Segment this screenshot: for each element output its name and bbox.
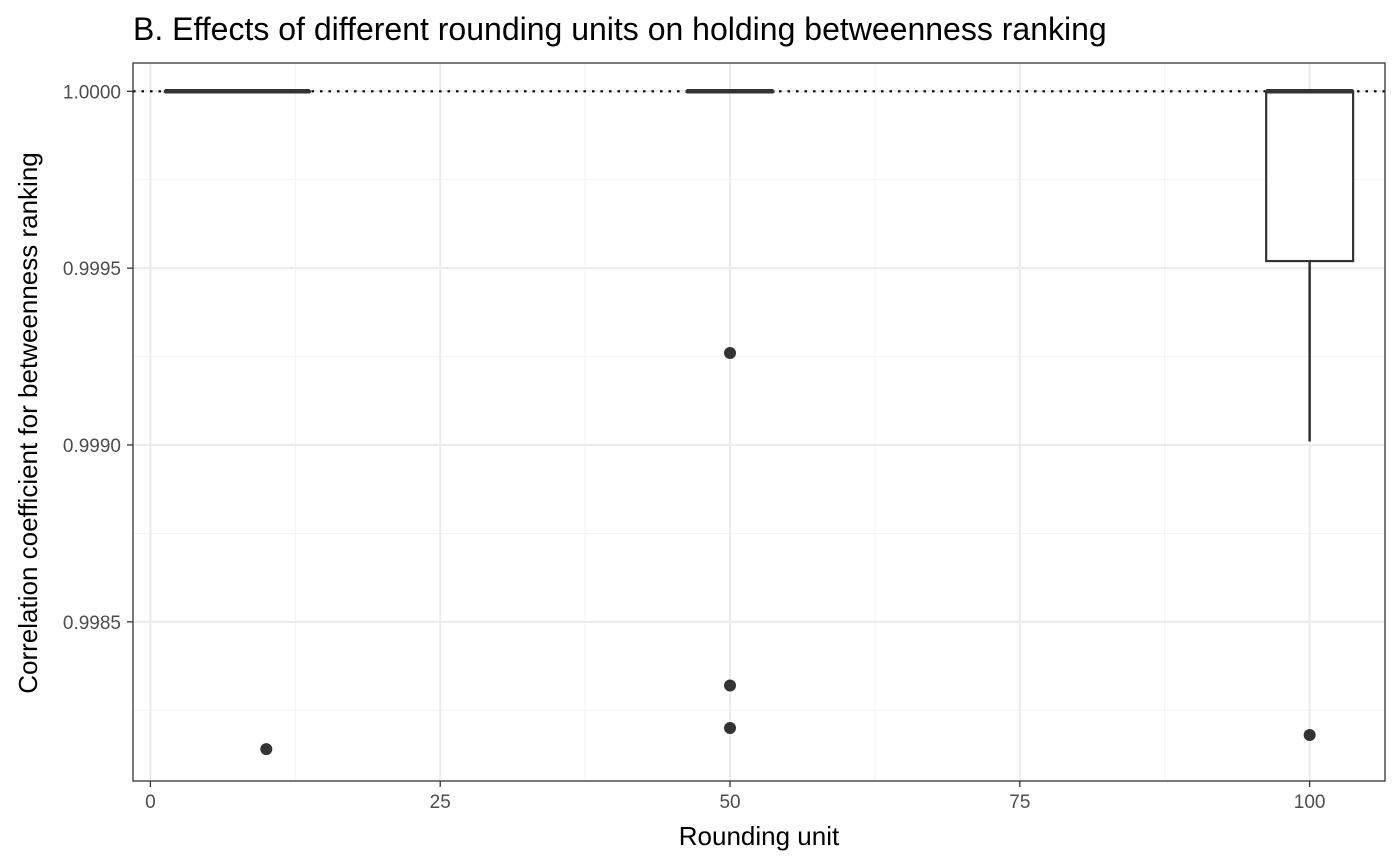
y-axis-ticks: 0.9985 0.9990 0.9995 1.0000 — [63, 82, 133, 634]
y-tick-label: 0.9995 — [63, 259, 121, 280]
x-tick-label: 25 — [430, 792, 451, 813]
outlier-point — [724, 347, 737, 360]
y-tick-label: 0.9990 — [63, 436, 121, 457]
outlier-point — [260, 743, 273, 756]
outlier-point — [724, 679, 737, 692]
plot-panel-border — [132, 62, 1386, 782]
outlier-point — [724, 721, 737, 734]
x-axis-label: Rounding unit — [679, 821, 840, 851]
x-tick-label: 50 — [719, 792, 740, 813]
boxplot-group — [685, 89, 775, 94]
boxplots — [163, 89, 1355, 442]
minor-gridlines — [133, 63, 1385, 781]
x-tick-label: 0 — [145, 792, 156, 813]
y-tick-label: 0.9985 — [63, 613, 121, 634]
x-axis-ticks: 0 25 50 75 100 — [145, 781, 1325, 813]
y-axis-label: Correlation coefficient for betweenness … — [13, 152, 43, 694]
chart-title: B. Effects of different rounding units o… — [133, 11, 1107, 47]
major-gridlines — [133, 63, 1385, 781]
y-tick-label: 1.0000 — [63, 82, 121, 103]
outlier-points — [260, 347, 1316, 756]
boxplot-group — [1265, 89, 1355, 442]
outlier-point — [1303, 729, 1316, 742]
x-tick-label: 75 — [1009, 792, 1030, 813]
x-tick-label: 100 — [1294, 792, 1326, 813]
boxplot-group — [221, 89, 311, 94]
box — [1265, 90, 1355, 263]
